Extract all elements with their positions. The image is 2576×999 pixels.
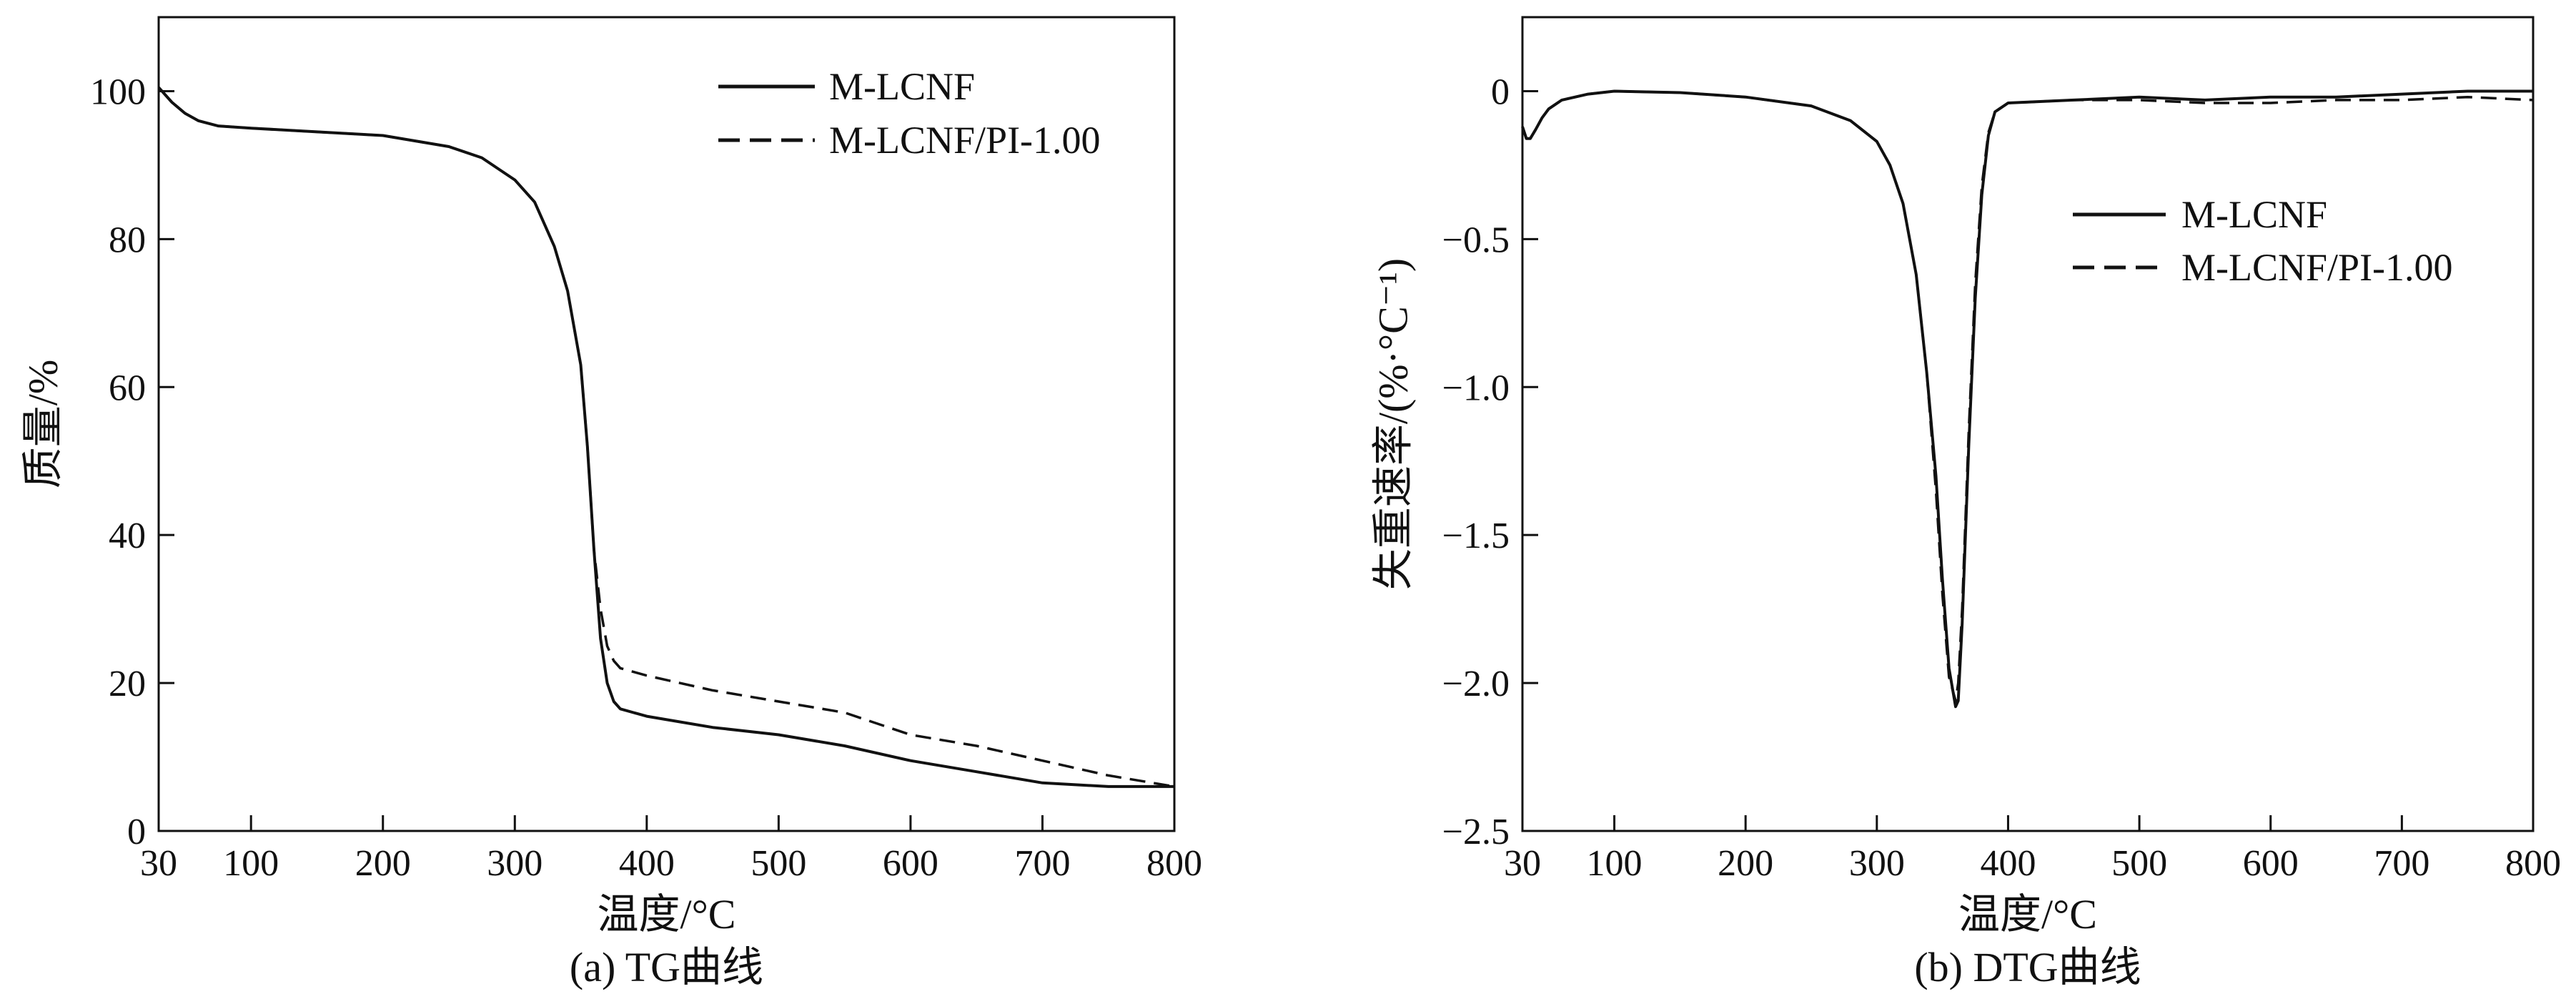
plot-frame <box>1521 16 2535 832</box>
legend-label: M-LCNF/PI-1.00 <box>2181 246 2453 289</box>
x-tick-label: 600 <box>2243 843 2299 884</box>
x-tick-label: 300 <box>1849 843 1905 884</box>
legend-label: M-LCNF <box>829 65 975 108</box>
y-tick-label: 20 <box>109 664 146 704</box>
series-line-m-lcnf <box>1521 89 2533 709</box>
x-tick-label: 500 <box>750 843 806 884</box>
x-tick-label: 500 <box>2111 843 2167 884</box>
x-tick-label: 400 <box>619 843 675 884</box>
x-tick-label: 100 <box>223 843 279 884</box>
x-tick-label: 700 <box>2374 843 2429 884</box>
x-tick-label: 800 <box>1146 843 1202 884</box>
series-line-m-lcnf-pi <box>1521 89 2534 702</box>
legend-label: M-LCNF <box>2181 193 2327 236</box>
x-axis-label: 温度/°C <box>598 891 736 938</box>
series-line-m-lcnf <box>157 86 1174 788</box>
y-tick-label: −1.0 <box>1442 368 1510 408</box>
x-tick-label: 400 <box>1980 843 2036 884</box>
x-tick-label: 300 <box>487 843 543 884</box>
chart-caption: (a) TG曲线 <box>570 944 763 990</box>
y-tick-label: 0 <box>127 812 146 852</box>
tg-chart: 30 100 200 300 400 500 600 700 800 0 20 40 60 80 100 温度… <box>19 16 1202 990</box>
y-tick-label: −2.0 <box>1442 664 1510 704</box>
y-tick-label: −2.5 <box>1442 812 1510 852</box>
y-tick-label: −0.5 <box>1442 220 1510 260</box>
plot-frame <box>157 16 1176 832</box>
series-line-m-lcnf-pi <box>157 87 1175 788</box>
x-axis-label: 温度/°C <box>1958 891 2097 938</box>
y-tick-label: 80 <box>109 220 146 260</box>
chart-caption: (b) DTG曲线 <box>1914 944 2141 990</box>
y-tick-label: −1.5 <box>1442 516 1510 556</box>
x-tick-label: 30 <box>140 843 177 884</box>
y-tick-label: 100 <box>90 72 146 112</box>
y-tick-label: 0 <box>1491 72 1510 112</box>
legend-label: M-LCNF/PI-1.00 <box>829 119 1101 162</box>
y-axis-label: 质量/% <box>19 360 66 488</box>
x-tick-label: 200 <box>355 843 411 884</box>
x-tick-label: 200 <box>1718 843 1773 884</box>
x-tick-label: 800 <box>2505 843 2561 884</box>
y-tick-label: 60 <box>109 368 146 408</box>
dtg-chart: 30 100 200 300 400 500 600 700 800 −2.5 −2.0 −1.5 −1… <box>1369 16 2561 990</box>
y-tick-label: 40 <box>109 516 146 556</box>
x-tick-label: 100 <box>1587 843 1643 884</box>
x-tick-label: 30 <box>1504 843 1541 884</box>
y-axis-label: 失重速率/(%·°C⁻¹) <box>1369 258 1416 590</box>
x-tick-label: 600 <box>883 843 938 884</box>
x-tick-label: 700 <box>1014 843 1070 884</box>
